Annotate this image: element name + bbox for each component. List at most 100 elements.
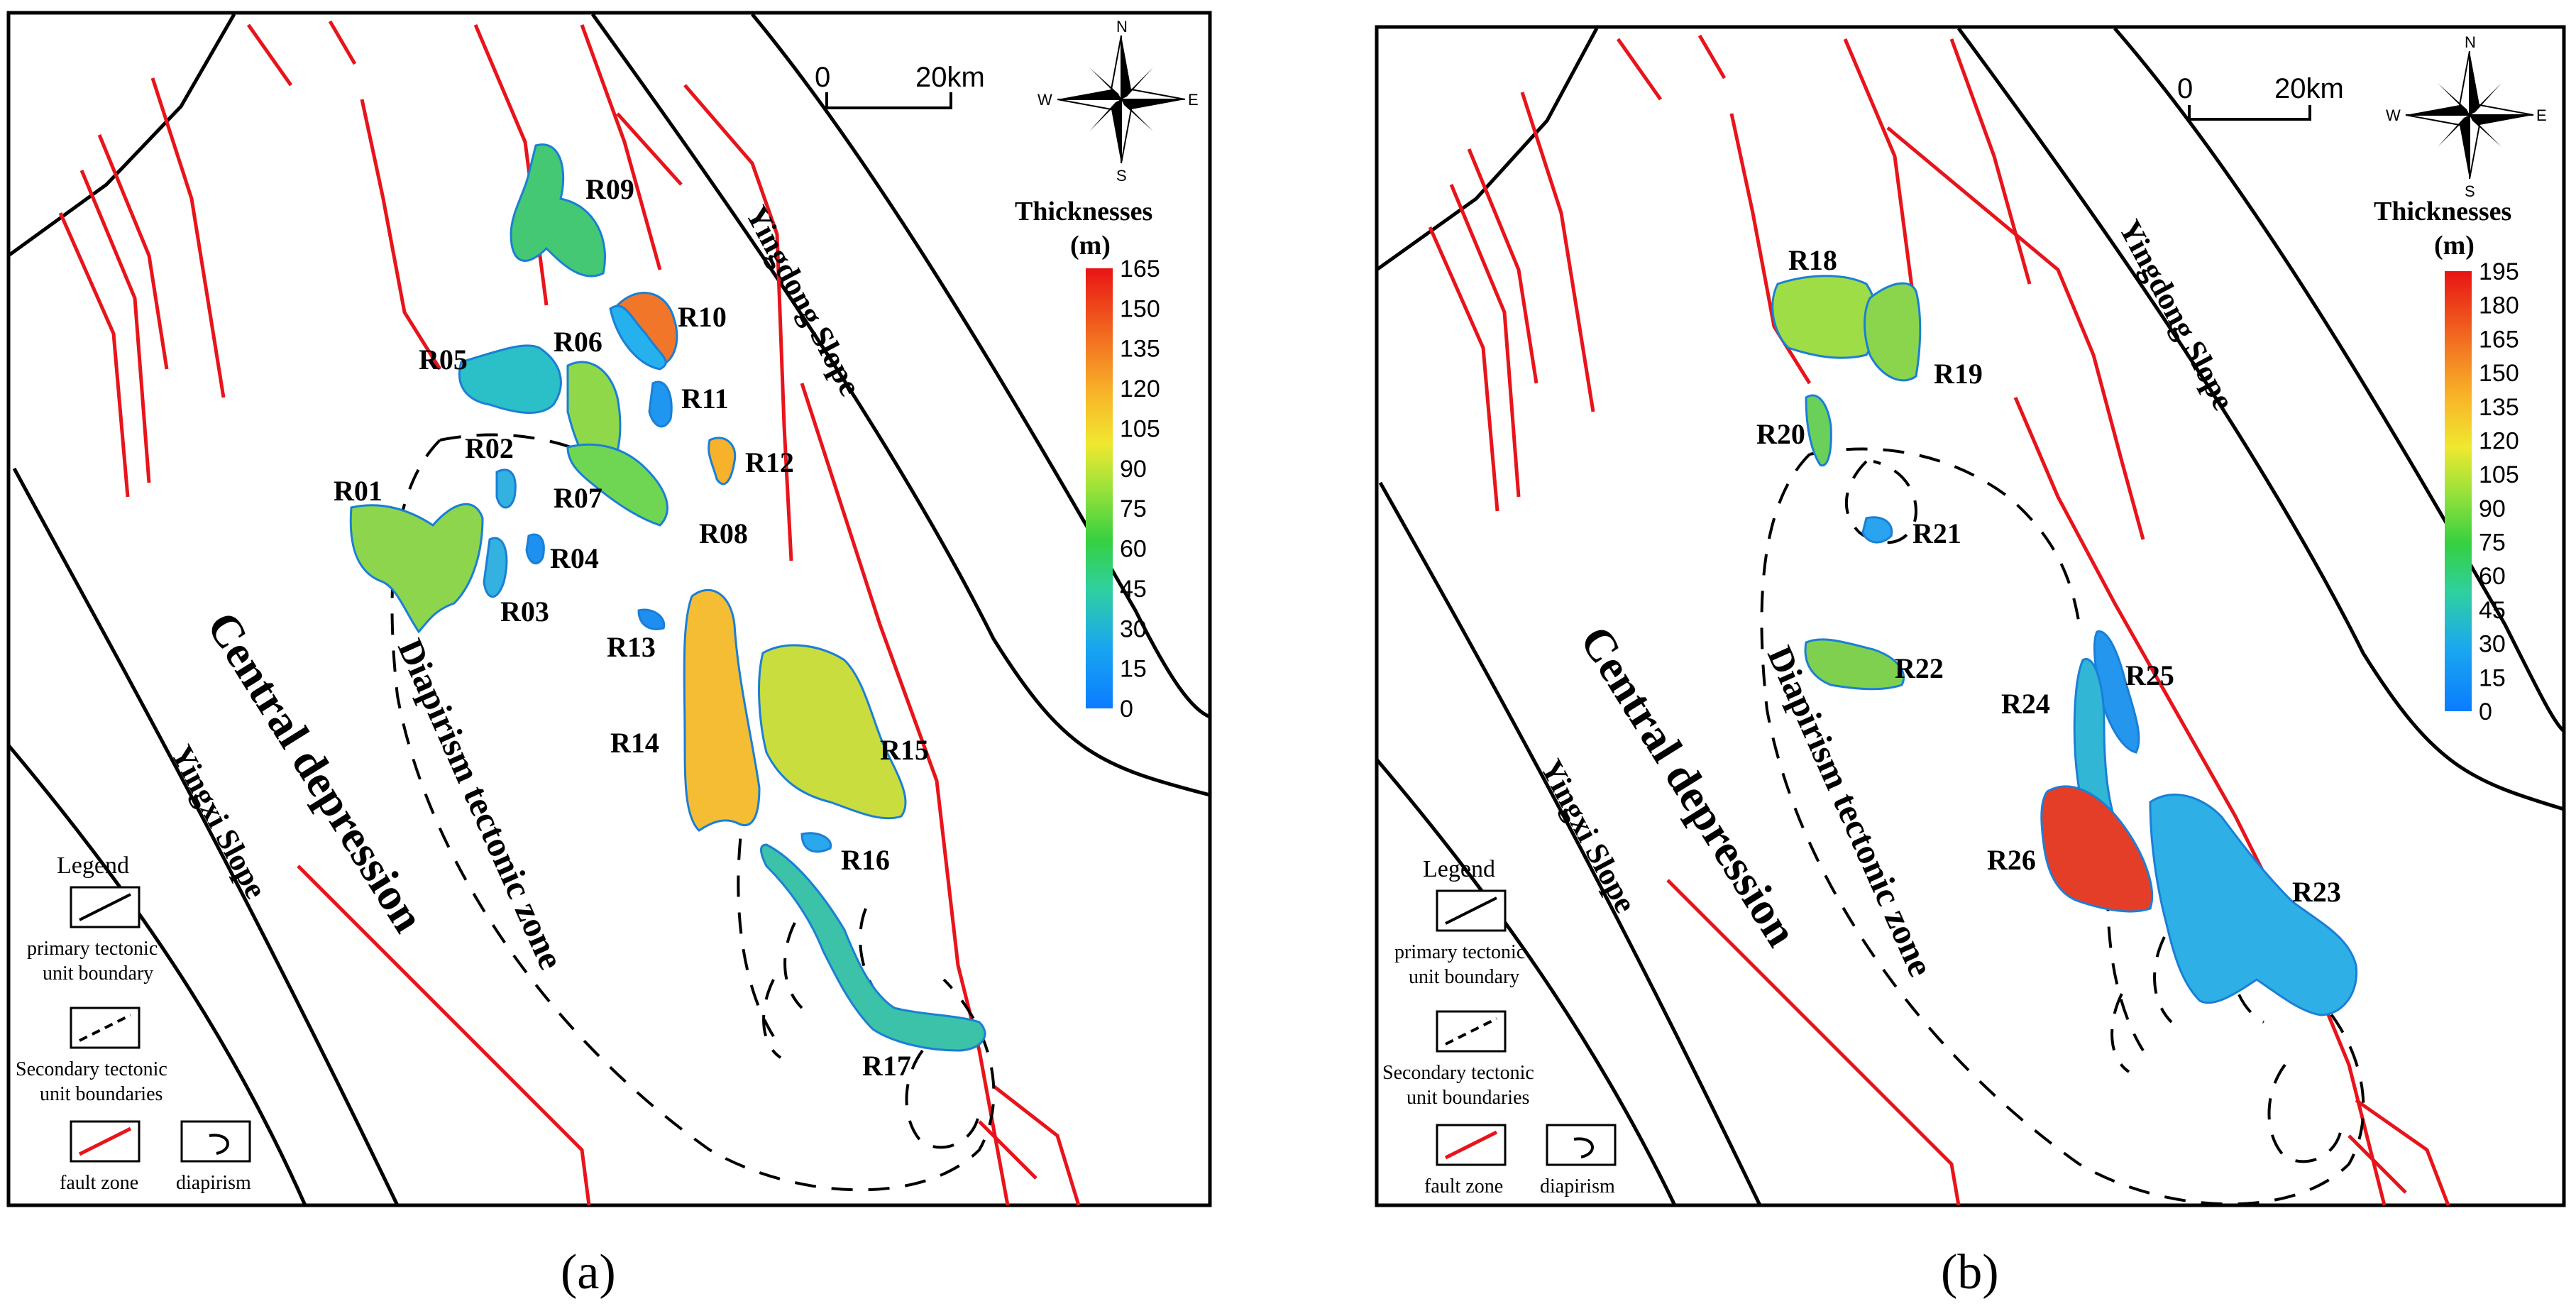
panel-a: R09 R10 R05 R06 R11 R12 R02 R07 R08 R01 …: [6, 11, 1212, 1300]
reservoir-r04: [525, 533, 545, 565]
legend-primary-line: [1445, 896, 1497, 925]
colorbar-unit: (m): [1070, 231, 1111, 261]
colorbar-tick-label: 30: [2479, 631, 2506, 658]
legend-secondary-line: [1445, 1017, 1497, 1046]
primary-boundaries: [1375, 27, 2565, 1207]
legend-diapirism-label: diapirism: [176, 1172, 251, 1194]
caption-a: (a): [561, 1245, 616, 1300]
reservoir-r03: [483, 537, 508, 598]
legend-primary-label-2: unit boundary: [43, 963, 153, 985]
label-r11: R11: [681, 383, 729, 415]
colorbar-tick-label: 0: [2479, 698, 2492, 725]
label-r09: R09: [585, 173, 634, 205]
colorbar-tick-label: 60: [2479, 563, 2506, 590]
compass-n: N: [2465, 33, 2476, 51]
scale-start: 0: [2177, 73, 2193, 104]
colorbar-tick-label: 120: [2479, 427, 2519, 454]
colorbar-tick-label: 120: [1120, 375, 1160, 402]
legend-secondary-label-1: Secondary tectonic: [1382, 1062, 1534, 1084]
reservoir-labels: R18 R19 R20 R21 R22 R25 R24 R26 R23: [1756, 244, 2341, 908]
reservoir-r01: [349, 503, 484, 634]
label-r12: R12: [745, 446, 794, 478]
label-r26: R26: [1987, 844, 2036, 876]
label-r17: R17: [862, 1050, 911, 1082]
compass-icon: N S E W: [2386, 33, 2547, 200]
colorbar-tick-label: 15: [2479, 664, 2506, 691]
label-r22: R22: [1895, 652, 1944, 684]
reservoir-r26: [2040, 785, 2154, 913]
reservoir-r17: [760, 843, 986, 1052]
reservoir-bodies: [1771, 275, 2358, 1016]
legend-secondary-swatch: [1436, 1010, 1507, 1053]
fault-zones: [1428, 34, 2450, 1206]
colorbar-title: Thicknesses: [1015, 197, 1152, 226]
legend-secondary-line: [79, 1014, 131, 1042]
legend-primary-line: [79, 893, 131, 921]
colorbar-tick-label: 150: [1120, 295, 1160, 322]
label-r08: R08: [699, 517, 748, 549]
colorbar-gradient: [1086, 268, 1113, 708]
compass-w: W: [1037, 91, 1052, 109]
label-r16: R16: [841, 844, 890, 876]
reservoir-r19: [1864, 282, 1922, 382]
color-bar: Thicknesses (m) 195180165150135120105907…: [2374, 197, 2519, 725]
legend-diapirism-icon: [209, 1134, 229, 1155]
colorbar-tick-label: 90: [1120, 456, 1147, 483]
colorbar-tick-label: 105: [1120, 415, 1160, 442]
reservoir-r23: [2149, 794, 2358, 1016]
compass-s: S: [2465, 182, 2475, 200]
legend-fault-line: [78, 1126, 132, 1156]
reservoir-r11: [648, 380, 673, 428]
label-r03: R03: [500, 596, 549, 627]
legend-diapirism-label: diapirism: [1540, 1175, 1615, 1197]
legend-title: Legend: [57, 852, 129, 879]
reservoir-r15: [758, 644, 907, 820]
legend-secondary-label-2: unit boundaries: [40, 1083, 163, 1105]
reservoir-r09: [510, 143, 606, 278]
label-r18: R18: [1788, 244, 1837, 276]
reservoir-r16: [800, 832, 832, 853]
label-r23: R23: [2292, 876, 2341, 908]
legend-primary-label-1: primary tectonic: [1394, 941, 1525, 963]
legend-title: Legend: [1423, 856, 1495, 882]
reservoir-r13: [637, 608, 666, 630]
colorbar-tick-label: 135: [2479, 394, 2519, 421]
colorbar-tick-label: 45: [1120, 576, 1147, 603]
legend-primary-label-2: unit boundary: [1409, 966, 1519, 988]
legend-fault-label: fault zone: [60, 1172, 138, 1194]
legend-diapirism-swatch: [1546, 1124, 1617, 1166]
colorbar-tick-label: 135: [1120, 336, 1160, 363]
label-r13: R13: [607, 631, 656, 663]
compass-w: W: [2386, 106, 2401, 124]
colorbar-tick-label: 195: [2479, 258, 2519, 285]
reservoir-labels: R09 R10 R05 R06 R11 R12 R02 R07 R08 R01 …: [334, 173, 929, 1082]
map-frame: [1375, 25, 2566, 1207]
reservoir-r18: [1771, 275, 1878, 359]
label-r25: R25: [2125, 659, 2174, 691]
colorbar-tick-label: 90: [2479, 495, 2506, 522]
scale-end: 20km: [915, 62, 985, 93]
reservoir-r05: [458, 344, 562, 414]
compass-icon: N S E W: [1037, 18, 1199, 185]
fault-zones: [58, 20, 1081, 1206]
legend-fault-line: [1444, 1130, 1498, 1160]
scale-end: 20km: [2274, 73, 2344, 104]
reservoir-r14: [683, 588, 761, 832]
legend-primary-label-1: primary tectonic: [27, 938, 158, 960]
colorbar-tick-label: 165: [2479, 326, 2519, 353]
label-r02: R02: [465, 432, 514, 464]
map-frame: [6, 11, 1212, 1207]
colorbar-tick-label: 75: [2479, 530, 2506, 556]
color-bar: Thicknesses (m) 165150135120105907560453…: [1015, 197, 1160, 723]
reservoir-r20: [1805, 394, 1832, 467]
legend-secondary-label-1: Secondary tectonic: [16, 1058, 167, 1080]
colorbar-tick-label: 60: [1120, 536, 1147, 563]
scale-bar: 0 20km: [815, 62, 985, 109]
panel-b: R18 R19 R20 R21 R22 R25 R24 R26 R23 Ying…: [1375, 25, 2566, 1300]
legend: Legend primary tectonic unit boundary Se…: [1382, 856, 1617, 1197]
colorbar-tick-label: 105: [2479, 461, 2519, 488]
secondary-boundaries: [390, 433, 996, 1192]
